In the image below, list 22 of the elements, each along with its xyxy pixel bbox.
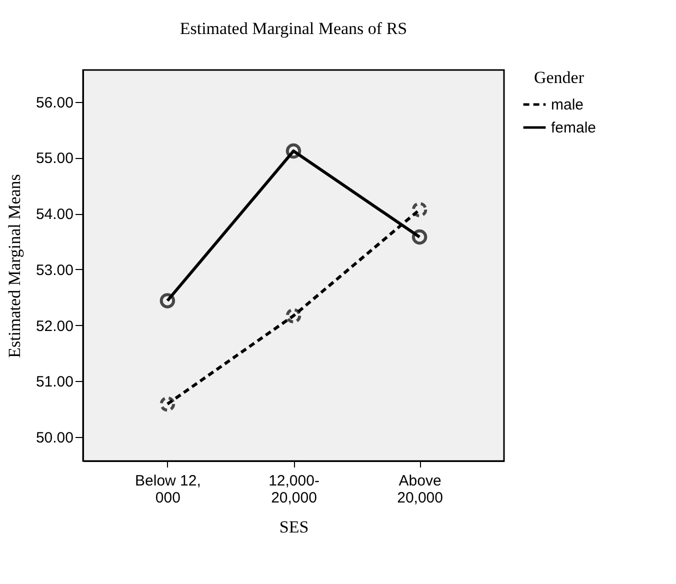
y-tick-label: 51.00 <box>36 374 74 391</box>
x-tick-label: 12,000- 20,000 <box>268 472 320 506</box>
point <box>160 396 176 412</box>
y-axis-title: Estimated Marginal Means <box>4 174 24 358</box>
point <box>286 143 302 159</box>
y-tick-label: 52.00 <box>36 318 74 335</box>
y-tick-label: 50.00 <box>36 429 74 446</box>
x-axis-title: SES <box>279 518 309 536</box>
point <box>412 229 428 245</box>
x-tick-label: Above 20,000 <box>397 472 443 506</box>
point <box>160 293 176 308</box>
x-tick-label: Below 12, 000 <box>135 472 201 506</box>
y-tick-label: 56.00 <box>36 94 74 112</box>
point <box>412 202 428 218</box>
y-tick-label: 54.00 <box>36 206 74 224</box>
y-tick-label: 53.00 <box>36 262 74 279</box>
legend-label: male <box>551 96 584 114</box>
legend-label: female <box>551 120 596 136</box>
legend-title: Gender <box>534 68 584 87</box>
point <box>286 308 302 324</box>
y-tick-label: 55.00 <box>36 150 74 168</box>
chart-title: Estimated Marginal Means of RS <box>180 19 408 38</box>
